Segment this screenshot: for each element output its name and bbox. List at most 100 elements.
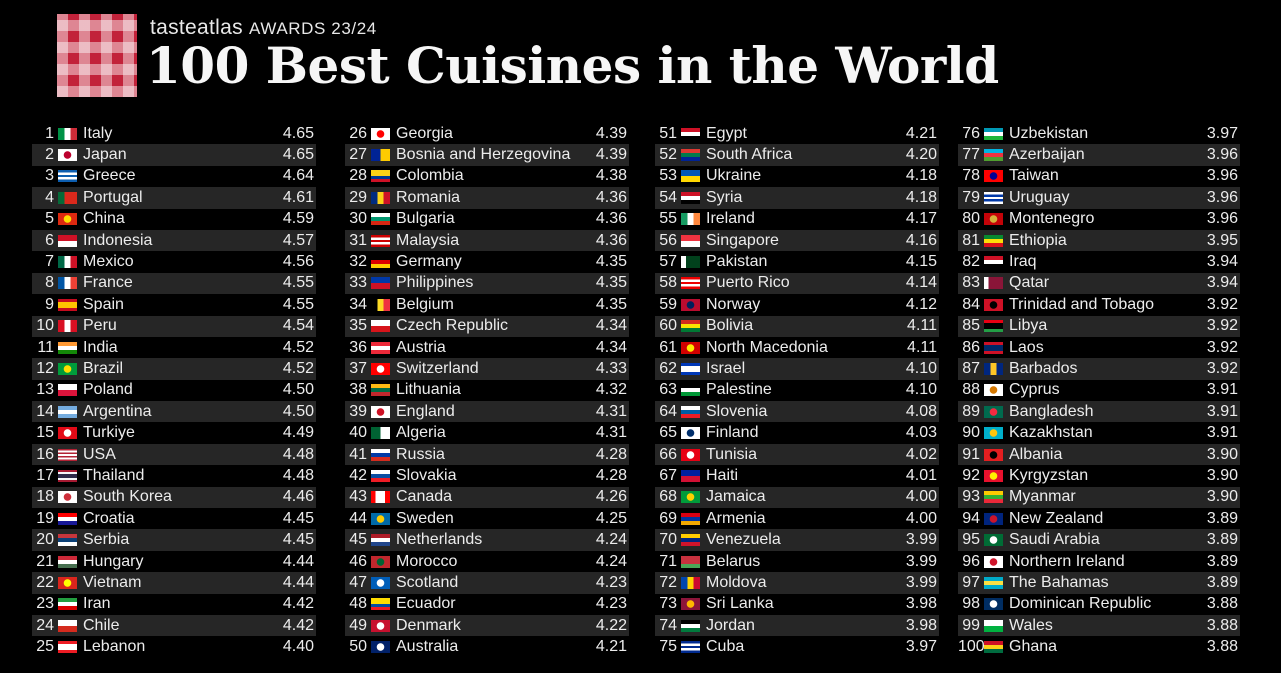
rank-number: 49 [349, 616, 367, 634]
rating-score: 4.21 [595, 638, 627, 656]
rank-number: 58 [659, 274, 677, 292]
rating-score: 3.88 [1206, 616, 1238, 634]
country-flag-icon [984, 384, 1003, 397]
ranking-row: 80 Montenegro 3.96 [958, 209, 1240, 230]
country-flag-icon [681, 191, 700, 204]
country-flag-icon [681, 298, 700, 311]
rank-number: 8 [45, 274, 54, 292]
rank-number: 83 [962, 274, 980, 292]
country-flag-icon [58, 341, 77, 354]
rank-number: 93 [962, 488, 980, 506]
rating-score: 4.33 [595, 359, 627, 377]
rating-score: 3.91 [1206, 381, 1238, 399]
rank-number: 27 [349, 146, 367, 164]
country-flag-icon [681, 234, 700, 247]
rating-score: 3.98 [905, 616, 937, 634]
ranking-row: 99 Wales 3.88 [958, 614, 1240, 637]
rating-score: 4.35 [595, 253, 627, 271]
rank-number: 52 [659, 146, 677, 164]
ranking-row: 2 Japan 4.65 [32, 144, 316, 166]
country-flag-icon [58, 598, 77, 611]
ranking-row: 37 Switzerland 4.33 [345, 358, 629, 380]
country-flag-icon [681, 149, 700, 162]
country-flag-icon [371, 469, 390, 482]
brand-name: tasteatlas [150, 16, 243, 39]
ranking-row: 88 Cyprus 3.91 [958, 380, 1240, 401]
ranking-row: 25 Lebanon 4.40 [32, 636, 316, 657]
country-flag-icon [58, 534, 77, 547]
rating-score: 4.65 [282, 124, 314, 142]
rank-number: 75 [659, 638, 677, 656]
rank-number: 84 [962, 295, 980, 313]
ranking-row: 15 Turkiye 4.49 [32, 422, 316, 443]
rating-score: 4.32 [595, 381, 627, 399]
rank-number: 94 [962, 509, 980, 527]
country-name: Portugal [83, 188, 143, 206]
rating-score: 3.96 [1206, 210, 1238, 228]
ranking-row: 35 Czech Republic 4.34 [345, 315, 629, 337]
country-name: Russia [396, 445, 445, 463]
rank-number: 12 [36, 359, 54, 377]
ranking-row: 51 Egypt 4.21 [655, 123, 939, 144]
rank-number: 1 [45, 124, 54, 142]
country-name: Brazil [83, 359, 124, 377]
ranking-row: 52 South Africa 4.20 [655, 144, 939, 166]
rating-score: 4.28 [595, 445, 627, 463]
rank-number: 40 [349, 424, 367, 442]
ranking-row: 30 Bulgaria 4.36 [345, 209, 629, 230]
rating-score: 4.24 [595, 552, 627, 570]
rank-number: 100 [958, 638, 985, 656]
rank-number: 26 [349, 124, 367, 142]
country-flag-icon [681, 213, 700, 226]
country-name: Uruguay [1009, 188, 1070, 206]
ranking-row: 5 China 4.59 [32, 209, 316, 230]
rating-score: 4.45 [282, 531, 314, 549]
rank-number: 46 [349, 552, 367, 570]
rating-score: 4.48 [282, 445, 314, 463]
rank-number: 87 [962, 359, 980, 377]
rank-number: 77 [962, 146, 980, 164]
country-flag-icon [371, 512, 390, 525]
country-flag-icon [371, 127, 390, 140]
country-name: Mexico [83, 253, 134, 271]
country-name: USA [83, 445, 116, 463]
tasteatlas-checkered-logo-icon [57, 14, 137, 97]
rank-number: 41 [349, 445, 367, 463]
rating-score: 3.96 [1206, 167, 1238, 185]
rating-score: 4.16 [905, 231, 937, 249]
rating-score: 3.96 [1206, 146, 1238, 164]
ranking-row: 78 Taiwan 3.96 [958, 166, 1240, 187]
ranking-row: 56 Singapore 4.16 [655, 229, 939, 252]
ranking-row: 79 Uruguay 3.96 [958, 187, 1240, 209]
country-flag-icon [681, 127, 700, 140]
rank-number: 68 [659, 488, 677, 506]
ranking-column-2: 26 Georgia 4.39 27 Bosnia and Herzegovina 4.3… [345, 123, 629, 658]
country-flag-icon [984, 448, 1003, 461]
country-flag-icon [371, 341, 390, 354]
country-name: Palestine [706, 381, 772, 399]
country-flag-icon [371, 619, 390, 632]
rating-score: 4.14 [905, 274, 937, 292]
rank-number: 15 [36, 424, 54, 442]
rank-number: 50 [349, 638, 367, 656]
country-name: Pakistan [706, 253, 768, 271]
country-name: The Bahamas [1009, 573, 1109, 591]
rank-number: 62 [659, 359, 677, 377]
country-name: Canada [396, 488, 453, 506]
ranking-row: 92 Kyrgyzstan 3.90 [958, 465, 1240, 486]
rank-number: 13 [36, 381, 54, 399]
country-flag-icon [58, 213, 77, 226]
rank-number: 44 [349, 509, 367, 527]
country-name: Iraq [1009, 253, 1037, 271]
rating-score: 4.64 [282, 167, 314, 185]
ranking-row: 93 Myanmar 3.90 [958, 486, 1240, 509]
country-name: Syria [706, 188, 743, 206]
ranking-row: 55 Ireland 4.17 [655, 209, 939, 230]
country-flag-icon [58, 512, 77, 525]
ranking-row: 58 Puerto Rico 4.14 [655, 272, 939, 295]
country-flag-icon [58, 405, 77, 418]
rating-score: 4.44 [282, 552, 314, 570]
country-name: Hungary [83, 552, 144, 570]
country-name: Sri Lanka [706, 595, 774, 613]
country-name: Jamaica [706, 488, 766, 506]
